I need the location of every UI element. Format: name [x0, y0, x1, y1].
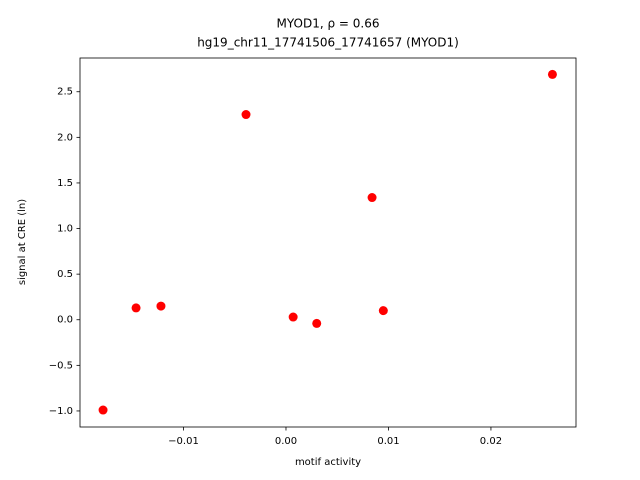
- y-tick-label: −1.0: [49, 406, 73, 417]
- y-tick-label: 0.5: [57, 269, 73, 280]
- point: [367, 193, 377, 203]
- chart-title: MYOD1, ρ = 0.66: [277, 17, 380, 31]
- point: [131, 303, 141, 313]
- y-tick-label: 2.5: [57, 87, 73, 98]
- y-tick-label: 1.0: [57, 224, 73, 235]
- point: [547, 69, 557, 79]
- y-axis-label: signal at CRE (ln): [17, 199, 28, 285]
- chart-subtitle: hg19_chr11_17741506_17741657 (MYOD1): [197, 36, 459, 50]
- x-axis-label: motif activity: [295, 457, 361, 468]
- point: [288, 312, 298, 322]
- point: [312, 318, 322, 328]
- point: [241, 110, 251, 120]
- point: [378, 306, 388, 316]
- x-tick-label: −0.01: [168, 436, 199, 447]
- y-tick-label: −0.5: [49, 360, 73, 371]
- y-tick-label: 0.0: [57, 315, 73, 326]
- plot-frame: [79, 57, 577, 428]
- y-tick-label: 1.5: [57, 178, 73, 189]
- point: [156, 301, 166, 311]
- x-tick-label: 0.01: [377, 436, 399, 447]
- x-tick-label: 0.00: [275, 436, 297, 447]
- y-tick-label: 2.0: [57, 132, 73, 143]
- x-tick-label: 0.02: [480, 436, 502, 447]
- point: [98, 405, 108, 415]
